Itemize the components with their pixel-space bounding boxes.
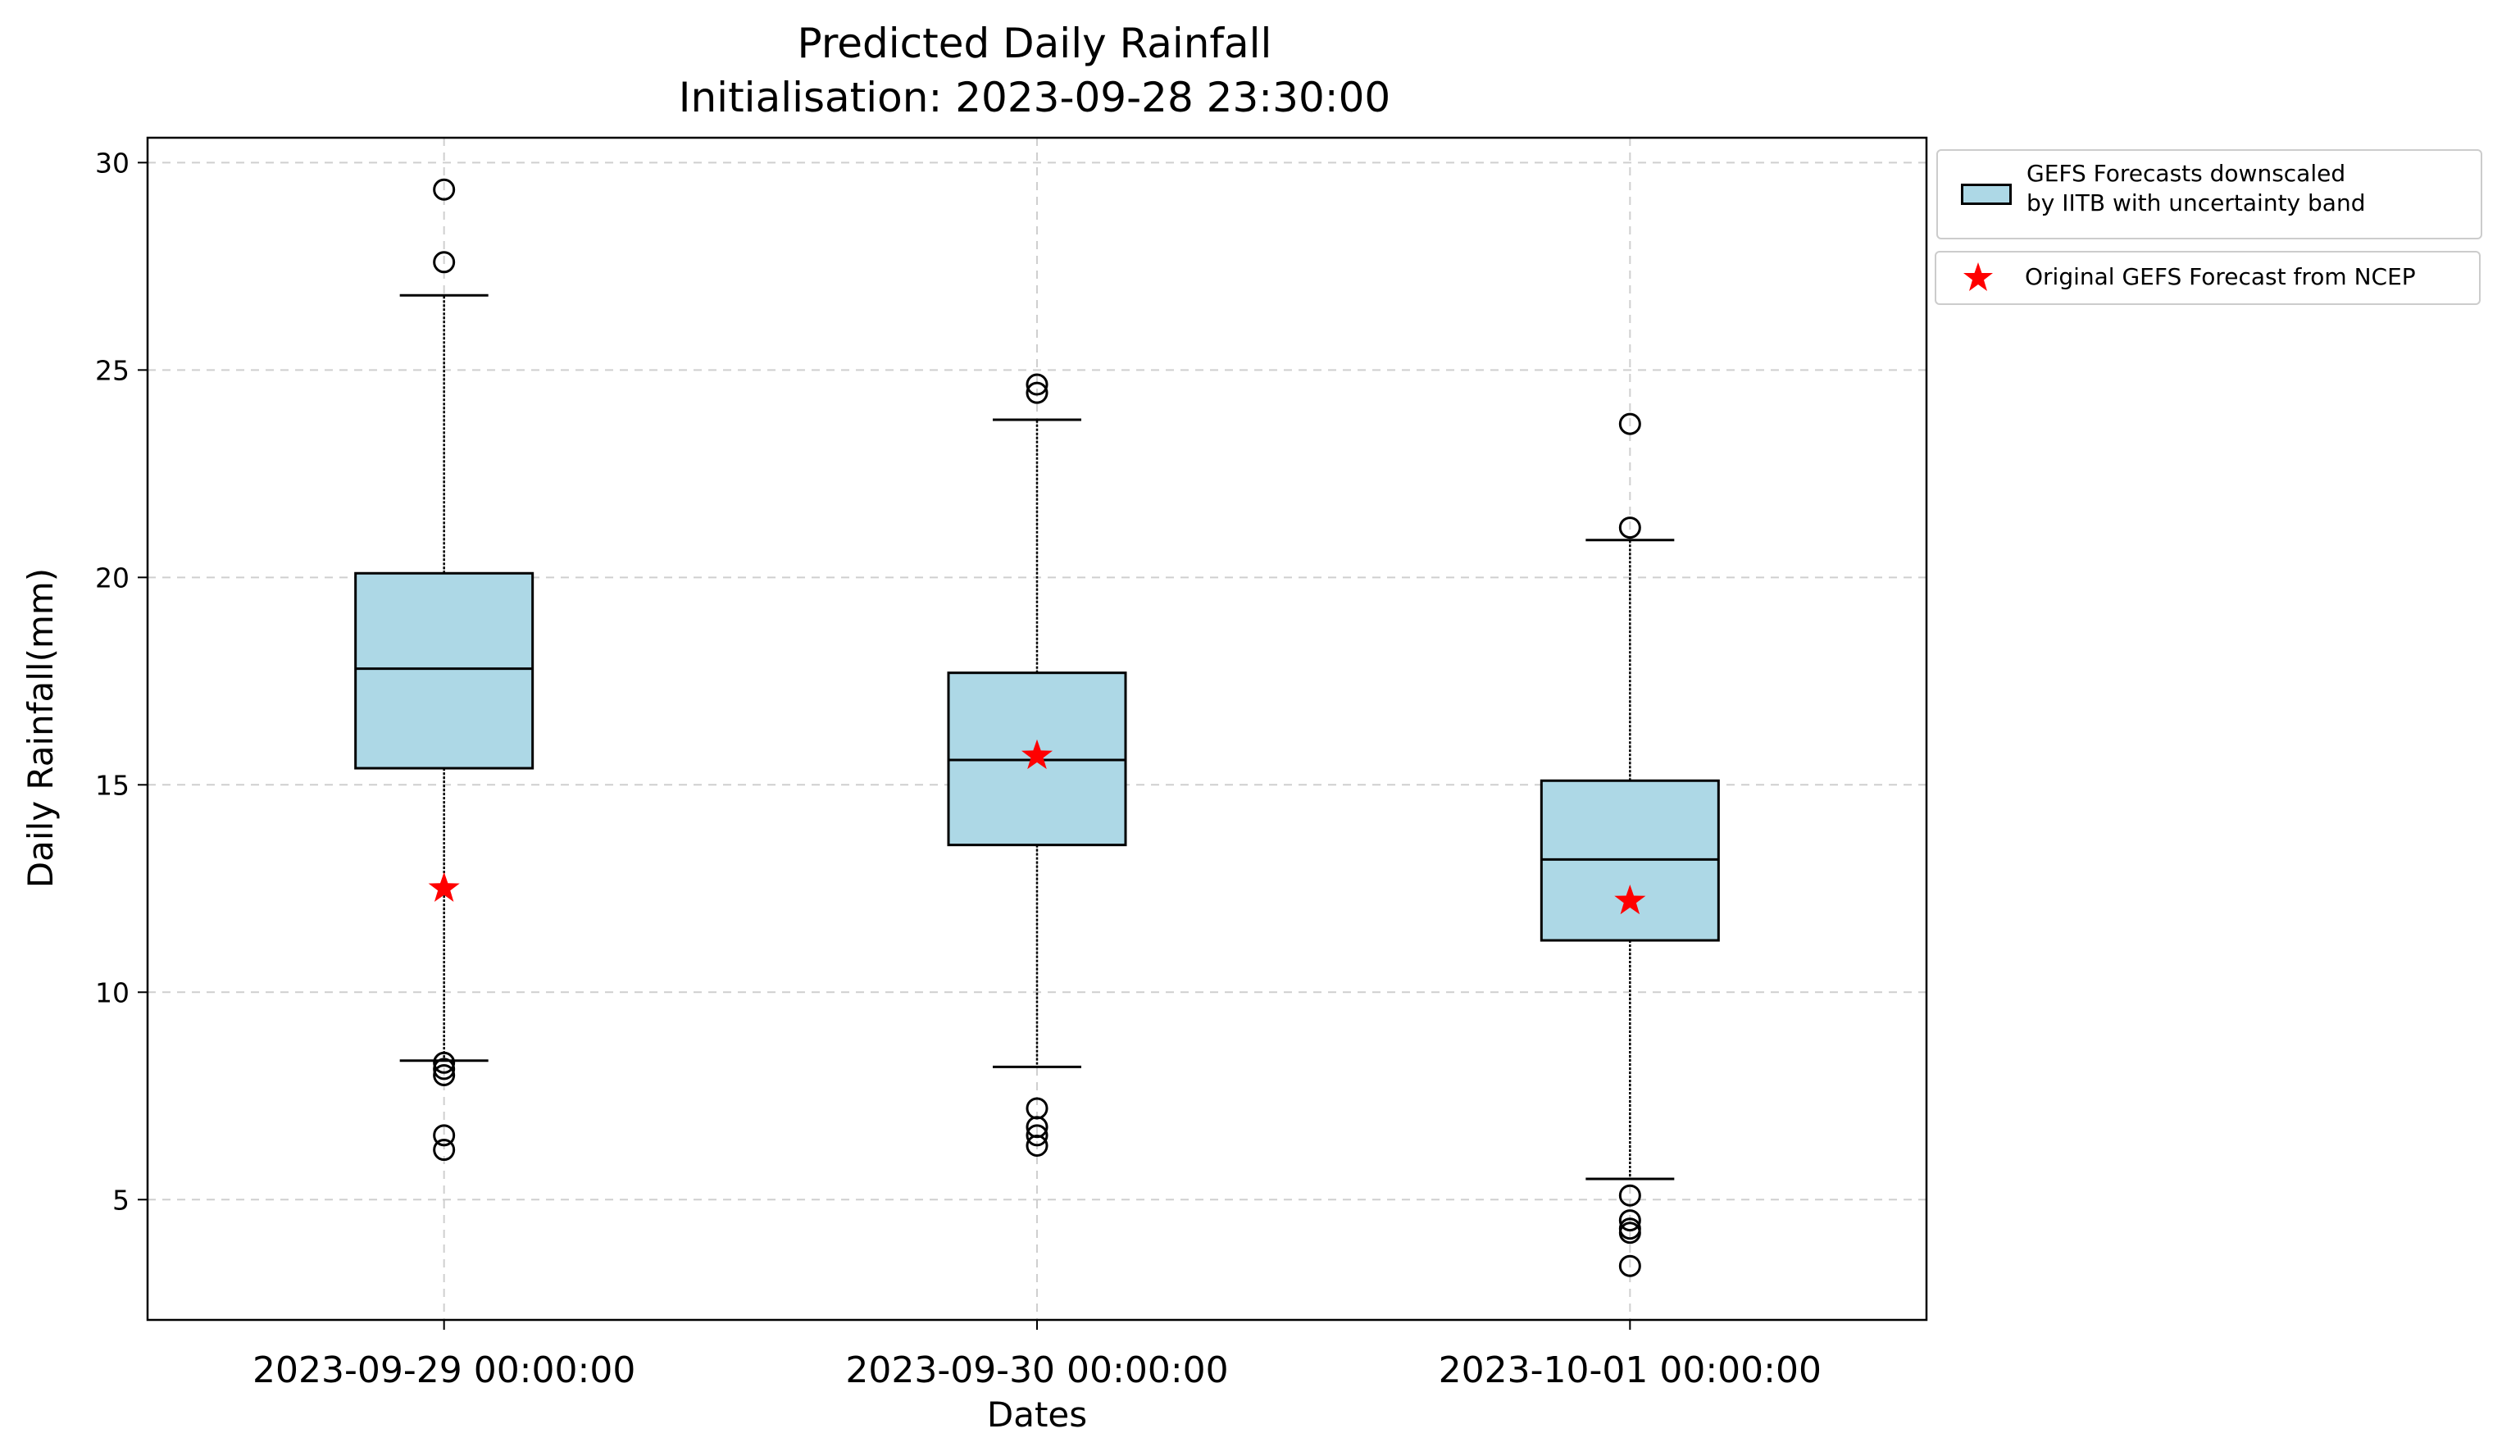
x-tick-label: 2023-10-01 00:00:00 [1439,1349,1822,1391]
iqr-box [354,571,534,770]
y-tick-label: 25 [95,354,130,386]
y-tick-label: 10 [95,976,130,1008]
box-group [354,178,534,1162]
outlier-point [1026,373,1048,396]
gefs-star-marker [1614,885,1646,915]
legend-label-box: GEFS Forecasts downscaled by IITB with u… [2026,160,2366,216]
gefs-star-marker [428,871,460,902]
y-tick-label: 20 [95,562,130,594]
outlier-point [433,251,456,274]
box-group [1540,412,1720,1277]
x-axis-label: Dates [987,1395,1087,1435]
x-tick-label: 2023-09-29 00:00:00 [252,1349,635,1391]
outlier-point [433,1139,456,1162]
outlier-point [433,1124,456,1147]
outlier-point [1026,381,1048,404]
chart-subtitle: Initialisation: 2023-09-28 23:30:00 [679,74,1390,121]
outlier-point [1618,1184,1641,1207]
outlier-point [1026,1134,1048,1157]
outlier-point [1026,1124,1048,1147]
legend-entry-star: Original GEFS Forecast from NCEP [1935,251,2481,305]
box-series [354,178,1720,1277]
y-axis: 5 10 15 20 25 30 [95,147,148,1216]
x-tick-label: 2023-09-30 00:00:00 [845,1349,1228,1391]
star-series [428,739,1646,915]
outlier-point [1618,516,1641,539]
outlier-point [1618,1222,1641,1244]
outlier-point [433,1063,456,1086]
legend-entry-box: GEFS Forecasts downscaled by IITB with u… [1936,149,2482,239]
y-axis-label: Daily Rainfall(mm) [20,568,61,888]
box-group [947,373,1127,1157]
outlier-point [433,1051,456,1074]
x-axis: 2023-09-29 00:00:00 2023-09-30 00:00:00 20… [252,1320,1822,1391]
outlier-point [433,178,456,201]
outlier-point [433,1058,456,1081]
gefs-star-marker [1021,739,1053,770]
legend-label-star: Original GEFS Forecast from NCEP [2025,263,2416,290]
y-tick-label: 30 [95,147,130,179]
outlier-point [1618,412,1641,435]
chart-title: Predicted Daily Rainfall [798,20,1272,67]
legend-box-swatch [1961,184,2012,205]
y-tick-label: 5 [112,1184,130,1216]
outlier-point [1618,1254,1641,1277]
y-tick-label: 15 [95,769,130,801]
outlier-point [1618,1209,1641,1232]
legend-star-icon [1963,262,1993,291]
